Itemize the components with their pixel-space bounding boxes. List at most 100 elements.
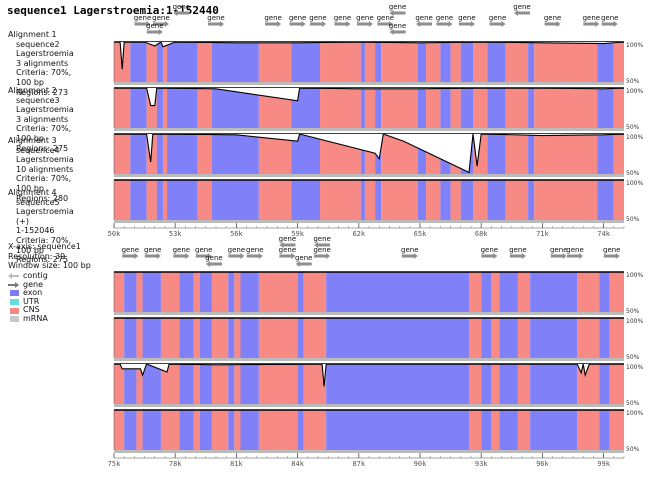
conserved-region-cns — [320, 42, 361, 82]
conserved-region-cns — [491, 364, 500, 404]
gene-label: gene — [583, 14, 601, 22]
gene-label: gene — [489, 14, 507, 22]
conserved-region-cns — [197, 88, 212, 128]
conserved-region-exon — [156, 88, 163, 128]
conserved-region-cns — [303, 410, 327, 450]
conserved-region-cns — [258, 180, 292, 220]
x-tick-label: 71k — [536, 230, 549, 238]
gene-arrow — [603, 253, 620, 259]
conserved-region-cns — [160, 318, 180, 358]
conserved-region-cns — [517, 272, 531, 312]
conserved-region-exon — [179, 272, 194, 312]
gene-label: gene — [309, 14, 327, 22]
conserved-region-cns — [491, 410, 500, 450]
conserved-region-cns — [303, 272, 327, 312]
gene-label: gene — [458, 14, 476, 22]
track-separator — [114, 358, 624, 361]
gene-label: gene — [246, 246, 264, 254]
conserved-region-cns — [211, 272, 229, 312]
conserved-region-exon — [499, 410, 518, 450]
y-tick-label: 100% — [626, 88, 643, 95]
conserved-region-exon — [440, 180, 451, 220]
gene-arrow — [122, 253, 139, 259]
alignment-detail: sequence4 — [16, 145, 60, 155]
conserved-region-cns — [136, 364, 143, 404]
gene-arrow — [544, 21, 561, 27]
conserved-region-cns — [609, 410, 624, 450]
alignment-detail: Criteria: 70%, 100 bp — [16, 124, 72, 143]
conserved-region-exon — [240, 364, 259, 404]
conserved-region-exon — [179, 318, 194, 358]
conserved-region-exon — [481, 272, 492, 312]
conserved-region-exon — [487, 42, 506, 82]
gene-label: gene — [415, 14, 433, 22]
conserved-region-exon — [142, 318, 161, 358]
conserved-region-exon — [417, 180, 427, 220]
x-tick-label: 53k — [169, 230, 182, 238]
track-separator — [114, 220, 624, 223]
conserved-region-exon — [440, 88, 451, 128]
conserved-region-cns — [193, 364, 200, 404]
gene-label: gene — [334, 14, 352, 22]
alignment-detail: Regions: 275 — [16, 143, 69, 153]
conserved-region-exon — [528, 180, 535, 220]
conserved-region-exon — [499, 318, 518, 358]
conserved-region-exon — [460, 42, 474, 82]
conserved-region-exon — [228, 318, 235, 358]
conserved-region-cns — [162, 134, 168, 174]
conserved-region-exon — [460, 180, 474, 220]
track-separator — [114, 128, 624, 131]
conserved-region-exon — [130, 88, 147, 128]
conserved-region-cns — [450, 88, 461, 128]
gene-label: gene — [173, 3, 191, 11]
conserved-region-exon — [167, 42, 198, 82]
y-tick-label: 50% — [626, 170, 640, 177]
alignment-detail: Regions: 280 — [16, 193, 69, 203]
conserved-region-exon — [228, 410, 235, 450]
conserved-region-cns — [162, 180, 168, 220]
conserved-region-exon — [530, 318, 578, 358]
conserved-region-cns — [426, 42, 441, 82]
conserved-region-exon — [599, 272, 610, 312]
conserved-region-exon — [130, 180, 147, 220]
conserved-region-cns — [146, 88, 157, 128]
x-tick-label: 68k — [475, 230, 488, 238]
conserved-region-cns — [160, 364, 180, 404]
conserved-region-exon — [528, 42, 535, 82]
legend-swatch — [10, 299, 19, 306]
y-tick-label: 100% — [626, 364, 643, 371]
conserved-region-cns — [609, 272, 624, 312]
conserved-region-exon — [599, 410, 610, 450]
gene-arrow — [134, 21, 151, 27]
gene-label: gene — [401, 246, 419, 254]
conserved-region-exon — [599, 364, 610, 404]
conserved-region-exon — [487, 134, 506, 174]
conserved-region-exon — [417, 134, 427, 174]
gene-arrow — [416, 21, 433, 27]
conserved-region-cns — [258, 42, 292, 82]
conservation-dip-fill — [114, 364, 624, 387]
conserved-region-exon — [156, 42, 163, 82]
gene-label: gene — [279, 235, 297, 243]
x-tick-label: 81k — [230, 460, 243, 468]
conserved-region-exon — [499, 364, 518, 404]
gene-label: gene — [173, 246, 191, 254]
conserved-region-exon — [211, 42, 259, 82]
gene-label: gene — [356, 14, 374, 22]
conserved-region-cns — [197, 180, 212, 220]
conserved-region-exon — [240, 272, 259, 312]
alignment-detail: Lagerstroemia — [16, 49, 74, 59]
legend-item-mrna: mRNA — [8, 314, 48, 324]
gene-arrow — [401, 253, 418, 259]
conserved-region-cns — [364, 134, 376, 174]
gene-arrow — [314, 253, 331, 259]
gene-label: gene — [144, 246, 162, 254]
x-tick-label: 99k — [597, 460, 610, 468]
conserved-region-cns — [114, 272, 125, 312]
conserved-region-cns — [517, 364, 531, 404]
conserved-region-exon — [360, 134, 365, 174]
conserved-region-exon — [142, 364, 161, 404]
x-tick-label: 59k — [291, 230, 304, 238]
conserved-region-cns — [613, 134, 624, 174]
